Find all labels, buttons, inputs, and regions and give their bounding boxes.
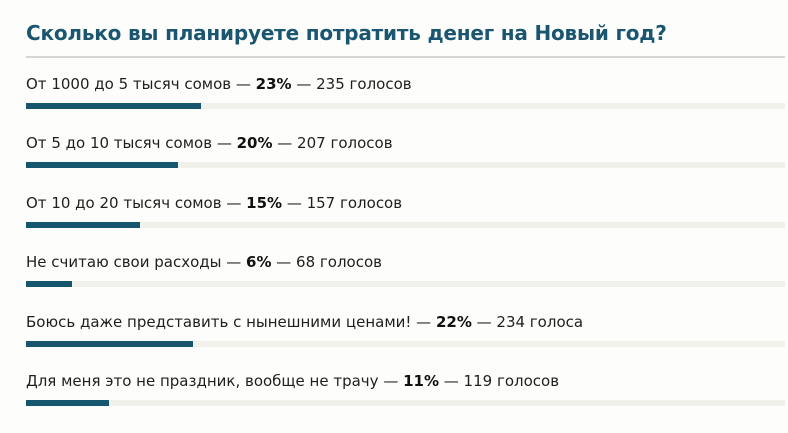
separator: — <box>439 372 464 390</box>
result-bar-track <box>26 162 785 168</box>
option-label: От 5 до 10 тысяч сомов <box>26 134 213 152</box>
result-bar-fill <box>26 281 72 287</box>
option-percent: 15% <box>246 194 283 212</box>
result-bar-fill <box>26 341 193 347</box>
result-bar-fill <box>26 222 140 228</box>
result-bar-track <box>26 222 785 228</box>
option-text: Для меня это не праздник, вообще не трач… <box>26 371 559 391</box>
option-label: Для меня это не праздник, вообще не трач… <box>26 372 379 390</box>
separator: — <box>221 194 247 212</box>
poll-option: От 10 до 20 тысяч сомов — 15% — 157 голо… <box>26 193 785 243</box>
option-votes: 207 голосов <box>297 134 393 152</box>
option-percent: 22% <box>435 313 472 331</box>
separator: — <box>471 313 497 331</box>
option-percent: 6% <box>246 253 272 271</box>
option-label: Не считаю свои расходы <box>26 253 222 271</box>
option-votes: 234 голоса <box>496 313 584 331</box>
option-percent: 11% <box>403 372 439 390</box>
poll-option: Не считаю свои расходы — 6% — 68 голосов <box>26 252 785 302</box>
option-text: Боюсь даже представить с нынешними ценам… <box>26 312 583 332</box>
separator: — <box>231 75 256 93</box>
option-label: От 1000 до 5 тысяч сомов <box>26 75 232 93</box>
option-text: От 5 до 10 тысяч сомов — 20% — 207 голос… <box>26 133 393 153</box>
option-text: Не считаю свои расходы — 6% — 68 голосов <box>26 252 382 272</box>
option-votes: 68 голосов <box>296 253 382 271</box>
poll-option: От 1000 до 5 тысяч сомов — 23% — 235 гол… <box>26 74 785 124</box>
separator: — <box>291 75 317 93</box>
option-percent: 20% <box>236 134 273 152</box>
option-votes: 157 голосов <box>306 194 403 212</box>
title-divider <box>26 56 785 58</box>
option-votes: 235 голосов <box>316 75 412 93</box>
result-bar-track <box>26 400 785 406</box>
result-bar-track <box>26 103 785 109</box>
result-bar-fill <box>26 103 201 109</box>
poll-option: От 5 до 10 тысяч сомов — 20% — 207 голос… <box>26 133 785 183</box>
option-percent: 23% <box>255 75 292 93</box>
option-text: От 10 до 20 тысяч сомов — 15% — 157 голо… <box>26 193 402 213</box>
option-text: От 1000 до 5 тысяч сомов — 23% — 235 гол… <box>26 74 412 94</box>
separator: — <box>272 134 298 152</box>
result-bar-track <box>26 281 785 287</box>
separator: — <box>411 313 436 331</box>
result-bar-track <box>26 341 785 347</box>
result-bar-fill <box>26 162 178 168</box>
separator: — <box>378 372 404 390</box>
separator: — <box>282 194 307 212</box>
poll-option: Боюсь даже представить с нынешними ценам… <box>26 312 785 362</box>
separator: — <box>271 253 297 271</box>
result-bar-fill <box>26 400 110 406</box>
option-label: Боюсь даже представить с нынешними ценам… <box>26 313 412 331</box>
option-votes: 119 голосов <box>463 372 560 390</box>
option-label: От 10 до 20 тысяч сомов <box>26 194 222 212</box>
poll-option: Для меня это не праздник, вообще не трач… <box>26 371 785 421</box>
separator: — <box>212 134 237 152</box>
poll-title: Сколько вы планируете потратить денег на… <box>26 21 667 45</box>
separator: — <box>221 253 247 271</box>
